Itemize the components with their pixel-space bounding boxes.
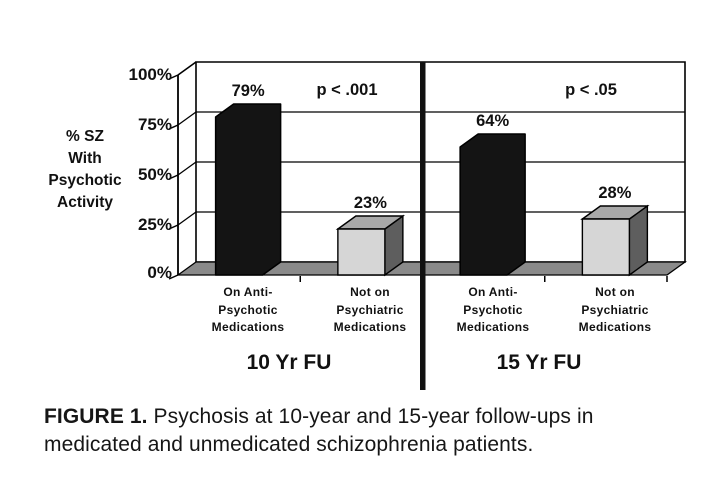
group-label-10yr-fu: 10 Yr FU xyxy=(246,351,332,374)
y-tick-mark xyxy=(168,274,179,280)
y-tick-75: 75% xyxy=(137,115,172,134)
category-label-not-on-psychiatric-15yr: Not on Psychiatric Medications xyxy=(578,285,652,334)
y-tick-25: 25% xyxy=(137,215,172,234)
category-label-on-antipsychotic-10yr: On Anti- Psychotic Medications xyxy=(211,285,285,334)
figure-caption: FIGURE 1. Psychosis at 10-year and 15-ye… xyxy=(44,403,678,458)
gridline-connector xyxy=(177,211,197,226)
bar-value-label-23: 23% xyxy=(353,194,387,212)
category-label-on-antipsychotic-15yr: On Anti- Psychotic Medications xyxy=(456,285,530,334)
y-tick-50: 50% xyxy=(137,165,172,184)
gridline-connector xyxy=(177,161,197,176)
bar-value-label-28: 28% xyxy=(598,184,632,202)
p-value-label-10yr: p < .001 xyxy=(316,81,378,99)
category-label-not-on-psychiatric-10yr: Not on Psychiatric Medications xyxy=(333,285,407,334)
bar-light-front-23 xyxy=(337,228,386,276)
y-tick-0: 0% xyxy=(147,263,172,282)
bar-light-front-28 xyxy=(581,218,631,276)
y-axis-top-connector xyxy=(177,61,197,76)
y-tick-mark xyxy=(168,124,179,130)
gridline-connector xyxy=(177,111,197,126)
y-tick-mark xyxy=(168,74,179,80)
y-tick-mark xyxy=(168,174,179,180)
bar-dark-64 xyxy=(459,133,526,276)
bar-chart-canvas xyxy=(168,61,688,390)
group-divider-line xyxy=(420,62,426,390)
figure-caption-label: FIGURE 1. xyxy=(44,405,148,428)
y-tick-mark xyxy=(168,224,179,230)
group-label-15yr-fu: 15 Yr FU xyxy=(496,351,582,374)
bar-dark-79 xyxy=(214,103,282,276)
figure-caption-text: Psychosis at 10-year and 15-year follow-… xyxy=(44,405,594,456)
p-value-label-15yr: p < .05 xyxy=(565,81,617,99)
y-tick-100: 100% xyxy=(128,65,172,84)
y-axis-title: % SZ With Psychotic Activity xyxy=(48,128,122,211)
bar-value-label-64: 64% xyxy=(476,112,510,130)
bar-value-label-79: 79% xyxy=(231,82,265,100)
